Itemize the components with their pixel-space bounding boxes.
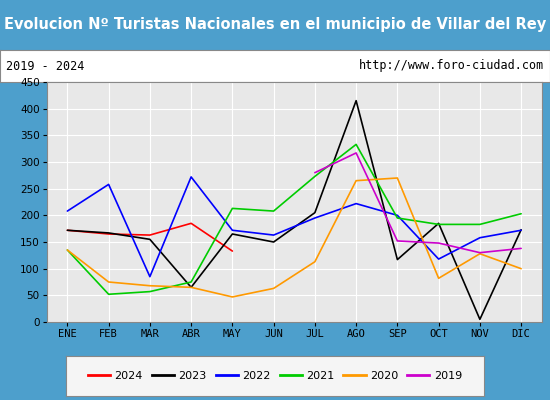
Text: http://www.foro-ciudad.com: http://www.foro-ciudad.com	[359, 60, 544, 72]
Legend: 2024, 2023, 2022, 2021, 2020, 2019: 2024, 2023, 2022, 2021, 2020, 2019	[84, 366, 466, 386]
Text: 2019 - 2024: 2019 - 2024	[6, 60, 84, 72]
Text: Evolucion Nº Turistas Nacionales en el municipio de Villar del Rey: Evolucion Nº Turistas Nacionales en el m…	[4, 18, 546, 32]
